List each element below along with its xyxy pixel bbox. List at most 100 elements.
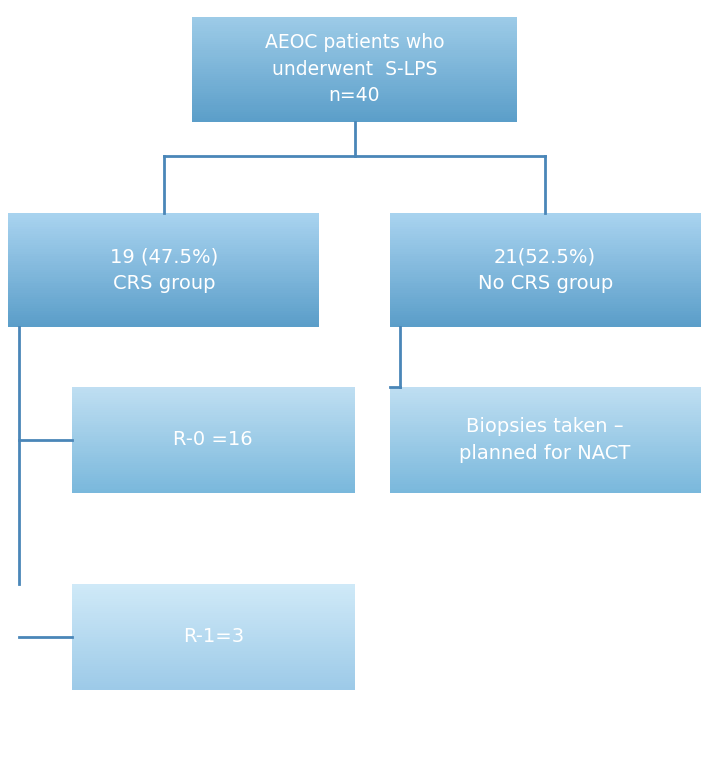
Bar bbox=[192, 101, 517, 103]
Bar bbox=[9, 259, 319, 261]
Bar bbox=[390, 417, 700, 419]
Bar bbox=[72, 664, 354, 666]
Bar bbox=[390, 313, 700, 315]
Bar bbox=[72, 619, 354, 622]
Bar bbox=[390, 279, 700, 281]
Bar bbox=[390, 266, 700, 268]
Bar bbox=[390, 292, 700, 294]
Bar bbox=[390, 231, 700, 234]
Bar bbox=[390, 461, 700, 463]
Bar bbox=[390, 250, 700, 252]
Bar bbox=[390, 218, 700, 220]
Bar bbox=[390, 281, 700, 283]
Bar bbox=[390, 411, 700, 412]
Bar bbox=[390, 489, 700, 491]
Bar bbox=[72, 451, 354, 452]
Bar bbox=[72, 489, 354, 491]
Bar bbox=[192, 29, 517, 31]
Bar bbox=[390, 457, 700, 459]
Text: 19 (47.5%)
CRS group: 19 (47.5%) CRS group bbox=[110, 247, 218, 293]
Bar bbox=[9, 268, 319, 270]
Bar bbox=[72, 472, 354, 474]
Bar bbox=[390, 440, 700, 442]
Bar bbox=[192, 38, 517, 39]
Bar bbox=[390, 294, 700, 297]
Bar bbox=[72, 404, 354, 406]
Bar bbox=[390, 304, 700, 306]
Bar bbox=[72, 649, 354, 651]
Bar bbox=[72, 685, 354, 688]
Bar bbox=[72, 647, 354, 649]
Bar bbox=[390, 408, 700, 411]
Bar bbox=[390, 484, 700, 487]
Bar bbox=[72, 609, 354, 611]
Bar bbox=[72, 398, 354, 400]
Bar bbox=[72, 613, 354, 616]
Text: 21(52.5%)
No CRS group: 21(52.5%) No CRS group bbox=[478, 247, 613, 293]
Bar bbox=[72, 395, 354, 398]
Bar bbox=[9, 285, 319, 288]
Bar bbox=[192, 106, 517, 108]
Bar bbox=[72, 688, 354, 689]
Bar bbox=[390, 446, 700, 449]
Bar bbox=[9, 216, 319, 218]
Bar bbox=[9, 310, 319, 313]
Bar bbox=[9, 297, 319, 299]
Bar bbox=[9, 231, 319, 234]
Bar bbox=[390, 245, 700, 247]
Bar bbox=[72, 430, 354, 432]
Bar bbox=[72, 474, 354, 476]
Bar bbox=[390, 430, 700, 432]
Bar bbox=[9, 308, 319, 310]
Bar bbox=[390, 259, 700, 261]
Bar bbox=[390, 229, 700, 231]
Bar bbox=[72, 630, 354, 632]
Bar bbox=[72, 643, 354, 645]
Bar bbox=[72, 683, 354, 685]
Bar bbox=[72, 400, 354, 402]
Bar bbox=[72, 423, 354, 425]
Bar bbox=[72, 658, 354, 660]
Bar bbox=[9, 317, 319, 320]
Bar bbox=[390, 243, 700, 245]
Bar bbox=[72, 666, 354, 669]
Bar bbox=[192, 42, 517, 44]
Bar bbox=[9, 266, 319, 268]
Bar bbox=[9, 213, 319, 216]
Bar bbox=[72, 641, 354, 643]
Bar bbox=[72, 480, 354, 483]
Bar bbox=[72, 672, 354, 675]
Bar bbox=[192, 25, 517, 27]
Bar bbox=[192, 39, 517, 42]
Bar bbox=[192, 112, 517, 114]
Bar bbox=[390, 472, 700, 474]
Text: Biopsies taken –
planned for NACT: Biopsies taken – planned for NACT bbox=[459, 417, 631, 463]
Bar bbox=[390, 455, 700, 457]
Bar bbox=[72, 483, 354, 484]
Bar bbox=[390, 402, 700, 404]
Bar bbox=[72, 660, 354, 662]
Bar bbox=[192, 103, 517, 106]
Bar bbox=[72, 603, 354, 605]
Bar bbox=[390, 480, 700, 483]
Bar bbox=[72, 681, 354, 683]
Bar bbox=[390, 317, 700, 320]
Bar bbox=[72, 438, 354, 440]
Bar bbox=[72, 632, 354, 635]
Bar bbox=[72, 599, 354, 600]
Bar bbox=[9, 292, 319, 294]
Bar bbox=[72, 440, 354, 442]
Bar bbox=[72, 677, 354, 679]
Bar bbox=[390, 412, 700, 414]
Bar bbox=[72, 588, 354, 590]
Bar bbox=[390, 463, 700, 465]
Bar bbox=[192, 44, 517, 46]
Bar bbox=[72, 662, 354, 664]
Bar bbox=[390, 387, 700, 389]
Bar bbox=[72, 457, 354, 459]
Bar bbox=[192, 95, 517, 97]
Bar bbox=[192, 110, 517, 112]
Bar bbox=[192, 46, 517, 49]
Bar bbox=[192, 27, 517, 29]
Bar bbox=[390, 270, 700, 272]
